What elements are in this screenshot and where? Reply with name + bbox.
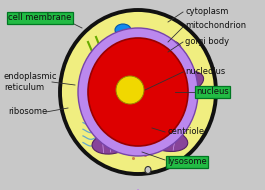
- Text: cell membrane: cell membrane: [8, 13, 71, 22]
- Ellipse shape: [88, 49, 128, 71]
- Ellipse shape: [92, 134, 128, 154]
- Text: lysosome: lysosome: [167, 158, 207, 166]
- Text: nucleolus: nucleolus: [185, 67, 225, 77]
- Ellipse shape: [145, 40, 181, 60]
- Text: centriole: centriole: [167, 127, 204, 136]
- Ellipse shape: [144, 128, 188, 151]
- Text: golgi body: golgi body: [185, 37, 229, 47]
- Ellipse shape: [115, 24, 131, 36]
- Ellipse shape: [145, 166, 151, 173]
- Text: endoplasmic
reticulum: endoplasmic reticulum: [4, 72, 58, 92]
- Text: ribosome: ribosome: [8, 108, 47, 116]
- Text: mitochondrion: mitochondrion: [185, 21, 246, 31]
- Ellipse shape: [60, 10, 216, 174]
- Ellipse shape: [169, 71, 204, 93]
- Text: nucleus: nucleus: [196, 88, 229, 97]
- Text: cytoplasm: cytoplasm: [185, 7, 228, 17]
- Ellipse shape: [116, 76, 144, 104]
- Ellipse shape: [88, 38, 188, 146]
- Ellipse shape: [78, 28, 198, 156]
